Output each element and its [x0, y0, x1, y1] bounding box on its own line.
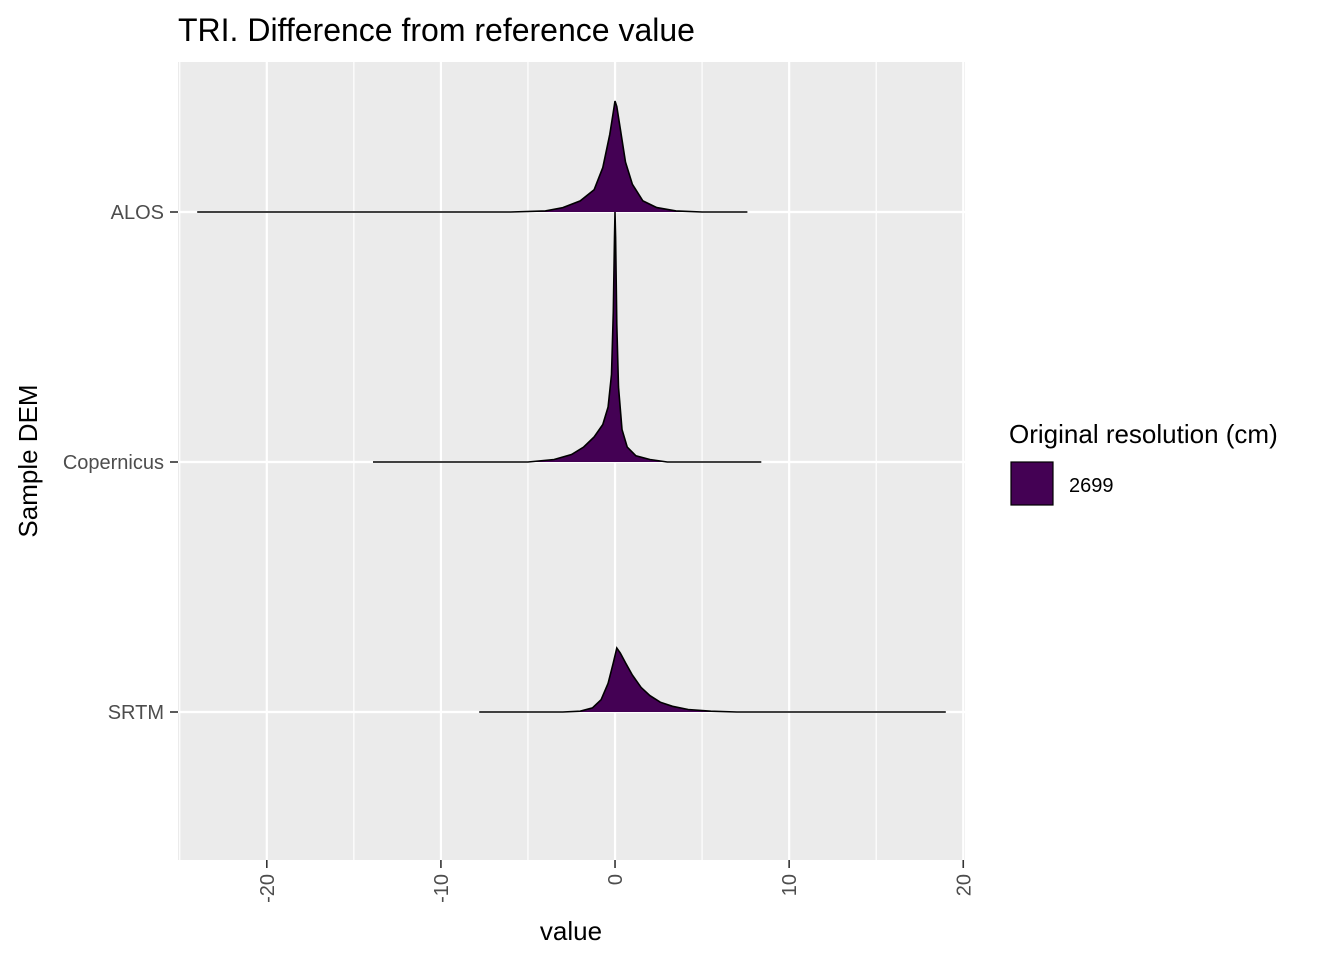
x-axis: -20 -10 0 10 20 [257, 860, 975, 903]
x-tick-label: -10 [431, 874, 453, 903]
legend-title: Original resolution (cm) [1009, 419, 1278, 449]
x-axis-title: value [540, 916, 602, 946]
ridge-line-copernicus [373, 211, 762, 463]
legend: Original resolution (cm) 2699 [1009, 419, 1278, 506]
y-tick-label: Copernicus [63, 452, 164, 474]
y-tick-label: SRTM [108, 702, 164, 724]
y-tick-label: ALOS [111, 202, 164, 224]
x-tick-label: 0 [605, 874, 627, 885]
legend-swatch [1010, 461, 1054, 506]
ridge-line-srtm [479, 646, 946, 713]
x-tick-label: 10 [779, 874, 801, 896]
y-axis: ALOS Copernicus SRTM [63, 202, 178, 724]
ridge-fill-alos [197, 101, 748, 212]
ridge-line-alos [197, 100, 748, 213]
density-ridges [197, 100, 946, 713]
legend-label: 2699 [1069, 475, 1114, 497]
x-tick-label: 20 [953, 874, 975, 896]
x-tick-label: -20 [257, 874, 279, 903]
y-axis-title: Sample DEM [13, 384, 43, 537]
chart-title: TRI. Difference from reference value [178, 12, 695, 48]
